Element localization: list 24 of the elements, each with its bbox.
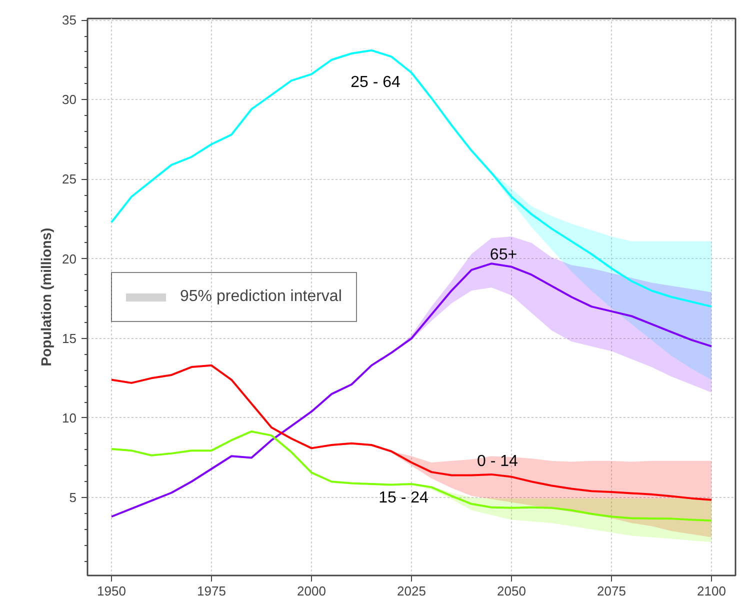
x-tick-label: 2050 <box>497 584 526 598</box>
y-tick-label: 30 <box>62 92 77 108</box>
x-tick-label: 1975 <box>197 584 226 598</box>
line-series <box>110 430 712 522</box>
y-tick-label: 20 <box>62 251 77 266</box>
y-axis-title: Population (millions) <box>38 228 54 366</box>
series-label: 25 - 64 <box>350 74 401 92</box>
x-tick-label: 1950 <box>97 584 126 598</box>
line-series <box>110 49 712 308</box>
series-label: 65+ <box>490 246 518 264</box>
series-label: 0 - 14 <box>477 452 518 470</box>
x-tick-label: 2100 <box>697 584 726 598</box>
y-tick-label: 10 <box>62 410 77 426</box>
y-tick-label: 5 <box>69 490 77 506</box>
series-label: 15 - 24 <box>378 489 429 506</box>
y-tick-label: 15 <box>62 330 77 346</box>
line-series <box>110 262 712 518</box>
annotation: 95% prediction interval <box>180 288 342 306</box>
y-tick-label: 25 <box>62 172 77 187</box>
x-tick-label: 2075 <box>597 584 626 598</box>
line-series <box>110 364 712 501</box>
x-tick-label: 2000 <box>297 584 326 598</box>
y-tick-label: 35 <box>62 12 77 28</box>
x-tick-label: 2025 <box>397 584 426 598</box>
